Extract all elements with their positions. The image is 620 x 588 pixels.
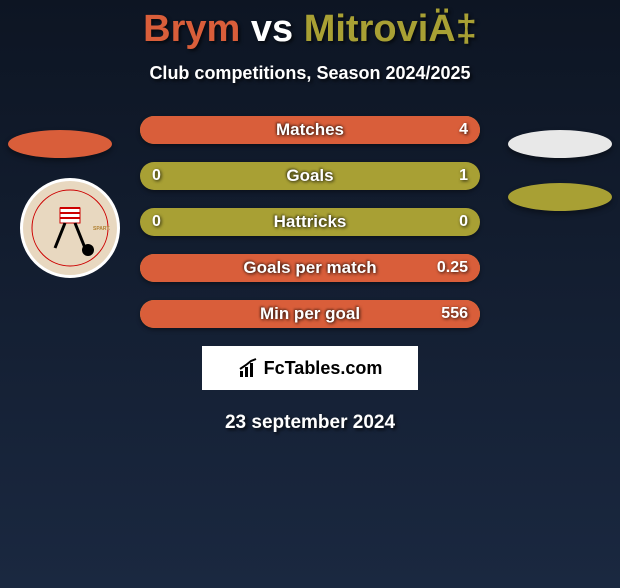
stat-row: Matches4 (140, 116, 480, 144)
player2-badge-b (508, 183, 612, 211)
stat-value-right: 1 (459, 162, 468, 190)
branding-box: FcTables.com (202, 346, 418, 390)
vs-text: vs (251, 8, 293, 50)
stat-value-left: 0 (152, 208, 161, 236)
stat-value-right: 4 (459, 116, 468, 144)
stat-label: Hattricks (140, 208, 480, 236)
sparta-icon: SPARTA (30, 188, 110, 268)
stat-label: Goals (140, 162, 480, 190)
club-logo-sparta: SPARTA (20, 178, 120, 278)
stat-value-right: 0.25 (437, 254, 468, 282)
stat-value-left: 0 (152, 162, 161, 190)
page-title: Brym vs MitroviÄ‡ (0, 8, 620, 51)
player1-badge (8, 130, 112, 158)
stat-label: Goals per match (140, 254, 480, 282)
subtitle: Club competitions, Season 2024/2025 (0, 63, 620, 84)
stat-row: Goals per match0.25 (140, 254, 480, 282)
player2-name: MitroviÄ‡ (304, 8, 477, 50)
stat-value-right: 0 (459, 208, 468, 236)
branding-text: FcTables.com (264, 358, 383, 379)
stat-row: Goals0 1 (140, 162, 480, 190)
stats-container: Matches4Goals01Hattricks00Goals per matc… (140, 116, 480, 328)
stat-label: Min per goal (140, 300, 480, 328)
stat-row: Hattricks0 0 (140, 208, 480, 236)
stat-row: Min per goal556 (140, 300, 480, 328)
player1-name: Brym (143, 8, 240, 50)
date-text: 23 september 2024 (0, 412, 620, 434)
chart-icon (238, 357, 260, 379)
stat-value-right: 556 (441, 300, 468, 328)
stat-label: Matches (140, 116, 480, 144)
player2-badge-a (508, 130, 612, 158)
svg-text:SPARTA: SPARTA (93, 226, 110, 232)
